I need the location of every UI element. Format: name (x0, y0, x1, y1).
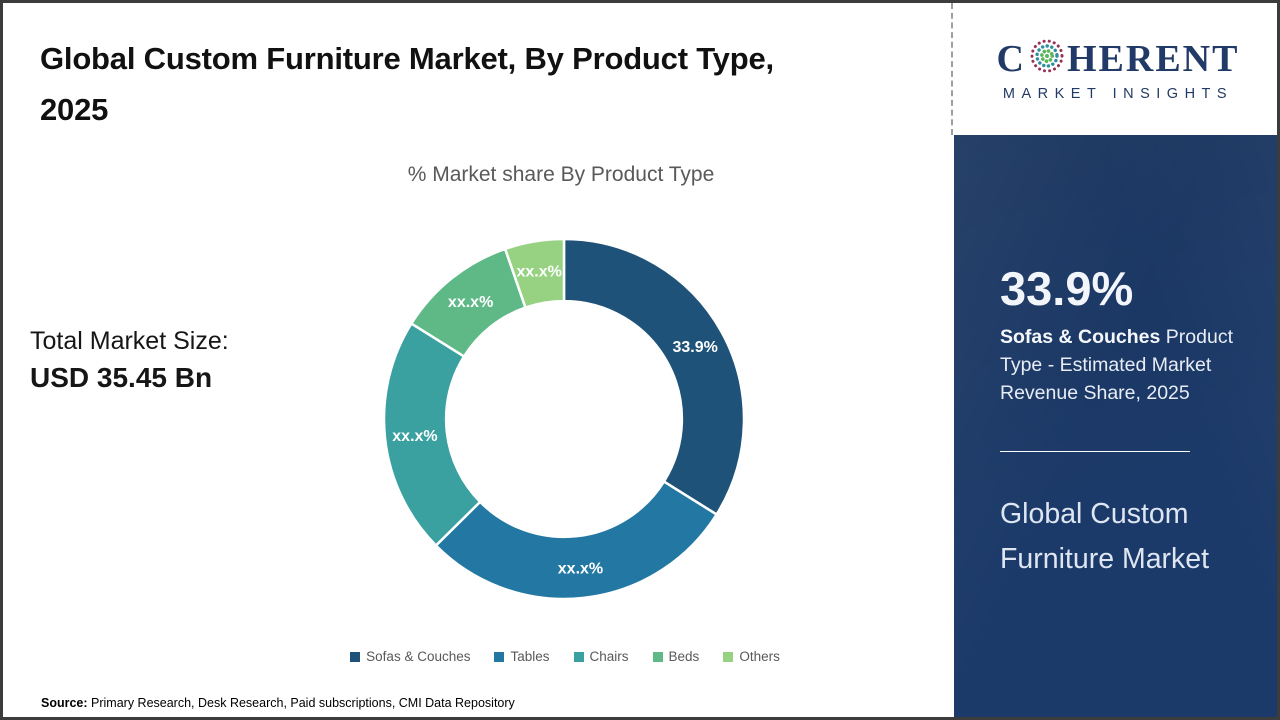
donut-chart-svg: 33.9% xx.x% xx.x% xx.x% xx.x% (382, 237, 746, 601)
sidebar: C HERENT MARKET INSIGHTS 33.9% Sofas & C… (951, 3, 1277, 717)
stat-segment-name: Sofas & Couches (1000, 325, 1161, 348)
headline-stat: 33.9% (1000, 262, 1134, 315)
main-content: Global Custom Furniture Market, By Produ… (3, 3, 951, 717)
donut-chart: 33.9% xx.x% xx.x% xx.x% xx.x% (379, 234, 749, 604)
slice-data-label: 33.9% (672, 339, 717, 356)
stat-description-rest: Product Type - Estimated Market Revenue … (1000, 325, 1233, 404)
legend-swatch-icon (350, 651, 361, 662)
legend-swatch-icon (652, 651, 663, 662)
legend-item-others: Others (723, 649, 780, 664)
brand-logo: C HERENT MARKET INSIGHTS (951, 3, 1277, 135)
legend-label: Beds (668, 649, 700, 664)
legend-swatch-icon (494, 651, 505, 662)
logo-letters-rest: HERENT (1066, 38, 1240, 80)
legend-label: Sofas & Couches (366, 649, 471, 664)
donut-slice-others (503, 237, 566, 309)
donut-slice-sofas-couches (562, 237, 746, 516)
divider-line (1000, 450, 1190, 452)
sidebar-panel: 33.9% Sofas & Couches Product Type - Est… (954, 135, 1277, 717)
logo-wordmark: C HERENT (997, 37, 1240, 82)
slice-data-label: xx.x% (392, 428, 437, 445)
dotted-globe-icon (1028, 37, 1066, 82)
legend-label: Tables (510, 649, 550, 664)
slice-data-label: xx.x% (558, 561, 603, 578)
total-market-size: Total Market Size: USD 35.45 Bn (30, 327, 229, 394)
legend-swatch-icon (723, 651, 734, 662)
source-text: Primary Research, Desk Research, Paid su… (87, 696, 515, 710)
legend-item-beds: Beds (652, 649, 700, 664)
total-market-label: Total Market Size: (30, 327, 229, 355)
legend-item-tables: Tables (494, 649, 550, 664)
chart-title: % Market share By Product Type (407, 163, 715, 186)
legend-label: Others (739, 649, 780, 664)
legend-item-chairs: Chairs (573, 649, 629, 664)
chart-legend: Sofas & Couches Tables Chairs Beds Others (285, 649, 845, 664)
sidebar-market-title: Global Custom Furniture Market (1000, 497, 1210, 575)
slice-data-label: xx.x% (516, 264, 561, 281)
donut-slice-tables (434, 480, 718, 601)
source-label: Source: (41, 696, 88, 710)
legend-label: Chairs (589, 649, 629, 664)
legend-item-sofas-couches: Sofas & Couches (350, 649, 470, 664)
legend-swatch-icon (573, 651, 584, 662)
slice-data-label: xx.x% (448, 294, 493, 311)
logo-subtitle: MARKET INSIGHTS (1002, 85, 1234, 102)
total-market-value: USD 35.45 Bn (30, 362, 213, 393)
source-line: Source: Primary Research, Desk Research,… (41, 696, 515, 710)
headline-stat-description: Sofas & Couches Product Type - Estimated… (1000, 323, 1243, 407)
page-title: Global Custom Furniture Market, By Produ… (40, 41, 774, 127)
logo-letter-c: C (996, 38, 1026, 80)
